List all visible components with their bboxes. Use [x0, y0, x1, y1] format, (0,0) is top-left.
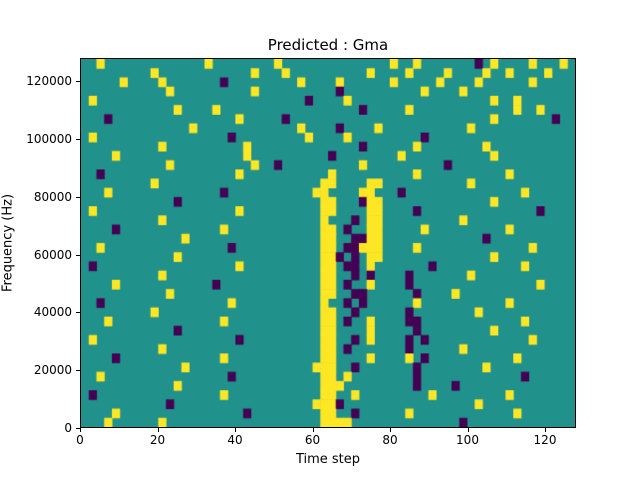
y-tick-mark — [76, 428, 80, 429]
y-tick-mark — [76, 138, 80, 140]
x-tick-mark — [390, 428, 391, 432]
y-tick-label: 60000 — [33, 247, 72, 262]
y-tick-label: 40000 — [33, 305, 72, 320]
y-axis-label: Frequency (Hz) — [0, 193, 16, 293]
x-tick-label: 120 — [533, 433, 557, 447]
y-tick-label: 20000 — [33, 363, 72, 378]
x-tick-mark — [545, 428, 546, 432]
y-tick-mark — [76, 370, 80, 372]
y-tick-label: 120000 — [26, 74, 72, 89]
y-tick-mark — [76, 196, 80, 198]
x-tick-mark — [80, 428, 81, 432]
x-axis-label: Time step — [295, 452, 361, 467]
y-tick-label: 0 — [64, 421, 72, 435]
x-tick-label: 60 — [304, 433, 321, 447]
x-tick-label: 0 — [76, 433, 84, 447]
plot-area — [80, 58, 576, 428]
y-tick-mark — [76, 81, 80, 83]
x-tick-label: 20 — [149, 433, 166, 447]
x-tick-label: 40 — [227, 433, 243, 447]
heatmap-canvas — [81, 59, 575, 427]
y-tick-mark — [76, 312, 80, 314]
chart-title: Predicted : Gma — [267, 36, 389, 54]
y-tick-mark — [76, 254, 80, 256]
y-tick-label: 80000 — [33, 189, 72, 204]
x-tick-label: 100 — [456, 433, 479, 447]
x-tick-mark — [467, 428, 469, 432]
x-tick-mark — [157, 428, 159, 432]
y-tick-label: 100000 — [26, 131, 72, 146]
x-tick-mark — [235, 428, 236, 432]
x-tick-mark — [312, 428, 314, 432]
x-tick-label: 80 — [382, 433, 398, 447]
